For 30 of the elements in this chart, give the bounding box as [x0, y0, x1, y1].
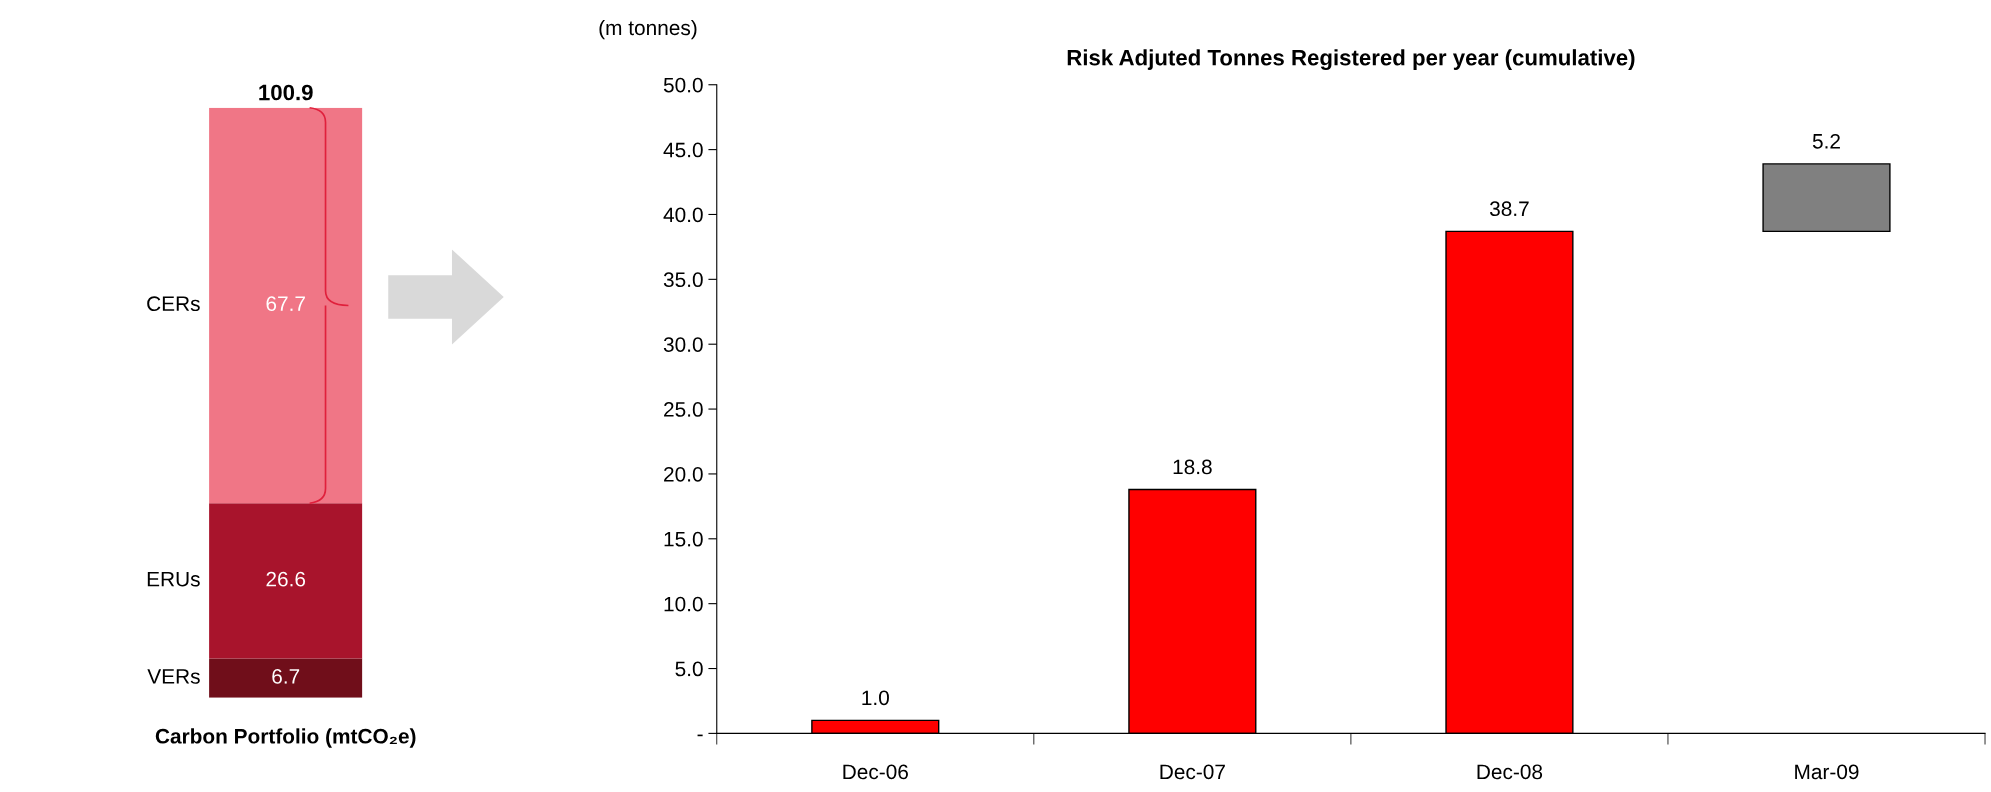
x-tick-label: Dec-08 [1477, 764, 1543, 780]
y-tick-label: 45.0 [663, 142, 703, 158]
data-label: 38.7 [1489, 201, 1529, 217]
data-label: 26.6 [266, 571, 306, 587]
data-label: 1.0 [862, 690, 889, 706]
y-tick-label: 50.0 [663, 77, 703, 93]
y-tick-label: 5.0 [675, 661, 703, 677]
y-tick-label: - [697, 734, 703, 737]
series-label: CERs [147, 296, 200, 312]
y-tick-label: 20.0 [664, 466, 703, 482]
x-tick-label: Mar-09 [1795, 764, 1859, 780]
x-tick-label: Dec-07 [1160, 764, 1225, 780]
data-label: 18.8 [1173, 459, 1212, 475]
data-label: 67.7 [266, 296, 305, 312]
total-label: 100.9 [259, 84, 313, 101]
series-label: VERs [147, 669, 200, 684]
data-label: 5.2 [1812, 133, 1840, 149]
chart-title: Risk Adjuted Tonnes Registered per year (cumulative) [1067, 49, 1635, 71]
y-tick-label: 15.0 [664, 531, 703, 547]
y-tick-label: 25.0 [664, 402, 703, 417]
y-tick-label: 35.0 [663, 272, 703, 288]
x-tick-label: Carbon Portfolio (mtCO₂e) [155, 728, 416, 748]
y-axis-title: (m tonnes) [599, 19, 697, 40]
y-tick-label: 30.0 [663, 337, 703, 352]
series-label: ERUs [147, 571, 200, 587]
y-tick-label: 10.0 [664, 596, 703, 612]
data-label: 6.7 [272, 669, 300, 684]
x-tick-label: Dec-06 [843, 764, 908, 780]
bar [1762, 163, 1891, 233]
y-tick-label: 40.0 [663, 207, 703, 223]
